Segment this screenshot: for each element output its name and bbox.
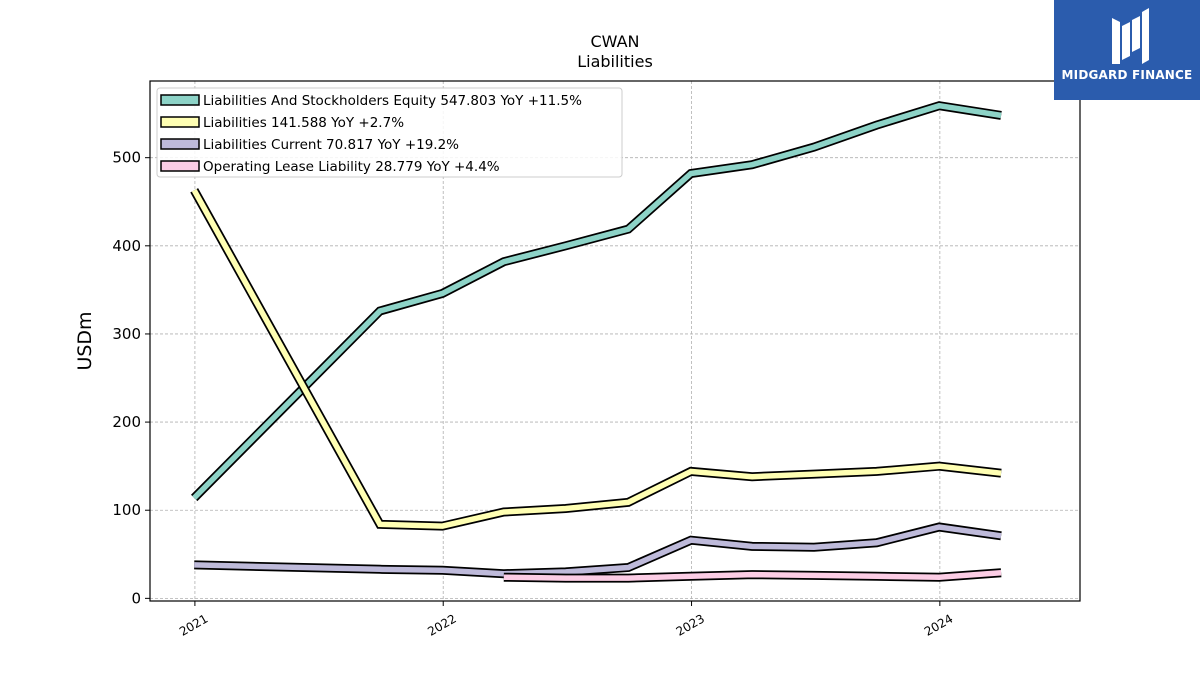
chart-title: CWAN bbox=[590, 32, 639, 51]
y-tick-label: 200 bbox=[112, 413, 141, 431]
series-3 bbox=[194, 522, 1002, 579]
y-tick-label: 400 bbox=[112, 237, 141, 255]
series-line bbox=[191, 188, 1002, 529]
x-tick-label: 2024 bbox=[922, 611, 955, 638]
chart-subtitle: Liabilities bbox=[577, 52, 653, 71]
legend-swatch bbox=[160, 94, 200, 106]
y-axis-label: USDm bbox=[74, 311, 96, 370]
legend-swatch bbox=[160, 116, 200, 128]
legend-label: Liabilities Current 70.817 YoY +19.2% bbox=[203, 137, 459, 153]
series-line bbox=[503, 570, 1002, 581]
legend-box bbox=[156, 87, 623, 178]
legend-item: Liabilities 141.588 YoY +2.7% bbox=[160, 115, 404, 131]
logo-mark-icon bbox=[1112, 8, 1149, 64]
y-tick-label: 0 bbox=[131, 589, 141, 607]
y-tick-label: 100 bbox=[112, 501, 141, 519]
x-tick-label: 2021 bbox=[177, 611, 210, 638]
legend: Liabilities And Stockholders Equity 547.… bbox=[156, 87, 623, 178]
series-1 bbox=[191, 101, 1002, 502]
legend-item: Liabilities And Stockholders Equity 547.… bbox=[160, 93, 582, 109]
plot-area-frame bbox=[149, 80, 1081, 602]
series-2 bbox=[190, 188, 1002, 531]
legend-label: Operating Lease Liability 28.779 YoY +4.… bbox=[203, 159, 500, 175]
series-line bbox=[192, 102, 1002, 500]
legend-label: Liabilities 141.588 YoY +2.7% bbox=[203, 115, 404, 131]
series-4 bbox=[503, 568, 1002, 583]
series-line bbox=[194, 524, 1002, 577]
series-lines bbox=[190, 101, 1002, 583]
logo-text: MIDGARD FINANCE bbox=[1061, 68, 1193, 82]
x-tick-label: 2023 bbox=[674, 611, 707, 638]
y-tick-label: 300 bbox=[112, 325, 141, 343]
legend-item: Liabilities Current 70.817 YoY +19.2% bbox=[160, 137, 459, 153]
brand-logo: MIDGARD FINANCE bbox=[1054, 0, 1200, 100]
x-tick-label: 2022 bbox=[425, 611, 458, 638]
legend-item: Operating Lease Liability 28.779 YoY +4.… bbox=[160, 159, 500, 175]
legend-swatch bbox=[160, 138, 200, 150]
legend-swatch bbox=[160, 160, 200, 172]
y-tick-label: 500 bbox=[112, 149, 141, 167]
legend-label: Liabilities And Stockholders Equity 547.… bbox=[203, 93, 582, 109]
